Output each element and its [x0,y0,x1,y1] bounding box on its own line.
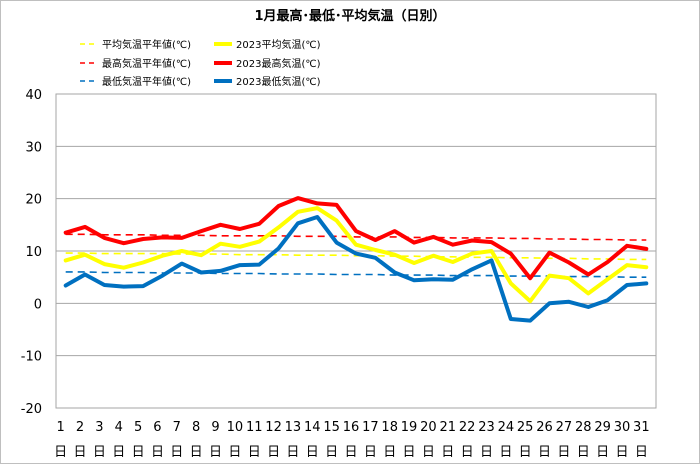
x-tick-label: 30 [614,420,631,435]
x-tick-day-suffix: 日 [344,445,357,460]
x-tick-day-suffix: 日 [615,445,628,460]
x-tick-day-suffix: 日 [519,445,532,460]
series-line-2 [65,233,647,241]
x-tick-day-suffix: 日 [286,445,299,460]
legend-label-5: 2023最低気温(℃) [236,75,321,88]
x-tick-label: 11 [246,420,263,435]
series-line-3 [63,196,649,281]
x-tick-label: 22 [459,420,476,435]
x-tick-day-suffix: 日 [577,445,590,460]
y-tick-label: 30 [25,140,42,155]
x-tick-label: 1 [57,420,65,435]
series-line-5 [63,215,649,323]
x-tick-day-suffix: 日 [267,445,280,460]
legend-label-3: 2023最高気温(℃) [236,57,321,70]
y-tick-label: -10 [21,350,42,365]
x-tick-day-suffix: 日 [190,445,203,460]
plot-area-border [55,93,657,409]
x-tick-label: 7 [173,420,181,435]
x-tick-day-suffix: 日 [93,445,106,460]
x-tick-label: 16 [343,420,360,435]
gridlines [55,93,657,409]
legend-label-2: 最高気温平年値(℃) [102,57,191,70]
x-tick-day-suffix: 日 [248,445,261,460]
x-tick-day-suffix: 日 [151,445,164,460]
x-tick-label: 27 [556,420,573,435]
legend-label-1: 2023平均気温(℃) [236,38,321,51]
x-axis-tick-labels: 1日2日3日4日5日6日7日8日9日10日11日12日13日14日15日16日1… [54,420,649,460]
x-tick-label: 12 [265,420,282,435]
x-tick-day-suffix: 日 [74,445,87,460]
x-tick-day-suffix: 日 [557,445,570,460]
x-tick-label: 28 [575,420,592,435]
x-tick-label: 2 [76,420,84,435]
x-tick-day-suffix: 日 [441,445,454,460]
x-tick-day-suffix: 日 [538,445,551,460]
y-tick-label: 20 [25,193,42,208]
x-tick-label: 5 [134,420,142,435]
x-tick-day-suffix: 日 [306,445,319,460]
x-tick-label: 29 [594,420,611,435]
x-tick-day-suffix: 日 [596,445,609,460]
x-tick-day-suffix: 日 [228,445,241,460]
x-tick-label: 19 [401,420,418,435]
x-tick-day-suffix: 日 [209,445,222,460]
x-tick-day-suffix: 日 [132,445,145,460]
x-tick-label: 31 [633,420,650,435]
x-tick-label: 23 [478,420,495,435]
x-tick-label: 13 [285,420,302,435]
y-tick-label: -20 [21,402,42,417]
x-tick-day-suffix: 日 [499,445,512,460]
x-tick-label: 14 [304,420,321,435]
x-tick-label: 21 [440,420,457,435]
y-tick-label: 10 [25,245,42,260]
legend: 平均気温平年値(℃) 2023平均気温(℃) 最高気温平年値(℃) 2023最高気温(… [80,38,321,88]
x-tick-label: 6 [153,420,161,435]
series-lines [63,196,649,323]
x-tick-day-suffix: 日 [170,445,183,460]
x-tick-day-suffix: 日 [403,445,416,460]
legend-label-0: 平均気温平年値(℃) [102,38,191,51]
x-tick-day-suffix: 日 [364,445,377,460]
x-tick-label: 15 [323,420,340,435]
x-tick-day-suffix: 日 [480,445,493,460]
x-tick-label: 17 [362,420,379,435]
x-tick-label: 4 [115,420,123,435]
x-tick-label: 20 [420,420,437,435]
x-tick-label: 26 [536,420,553,435]
y-axis-tick-labels: -20 -10 0 10 20 30 40 [21,88,42,417]
x-tick-label: 9 [211,420,219,435]
y-tick-label: 40 [25,88,42,103]
series-line-1 [63,206,649,304]
x-tick-label: 25 [517,420,534,435]
x-tick-day-suffix: 日 [635,445,648,460]
x-tick-day-suffix: 日 [54,445,67,460]
x-tick-label: 18 [381,420,398,435]
chart-title: 1月最高･最低･平均気温（日別） [254,8,445,24]
x-tick-day-suffix: 日 [461,445,474,460]
x-tick-label: 3 [95,420,103,435]
x-tick-day-suffix: 日 [422,445,435,460]
y-tick-label: 0 [34,297,42,312]
x-tick-label: 24 [498,420,515,435]
x-tick-label: 10 [227,420,244,435]
x-tick-day-suffix: 日 [112,445,125,460]
legend-label-4: 最低気温平年値(℃) [102,75,191,88]
x-tick-day-suffix: 日 [383,445,396,460]
x-tick-label: 8 [192,420,200,435]
series-line-0 [65,252,647,261]
x-tick-day-suffix: 日 [325,445,338,460]
